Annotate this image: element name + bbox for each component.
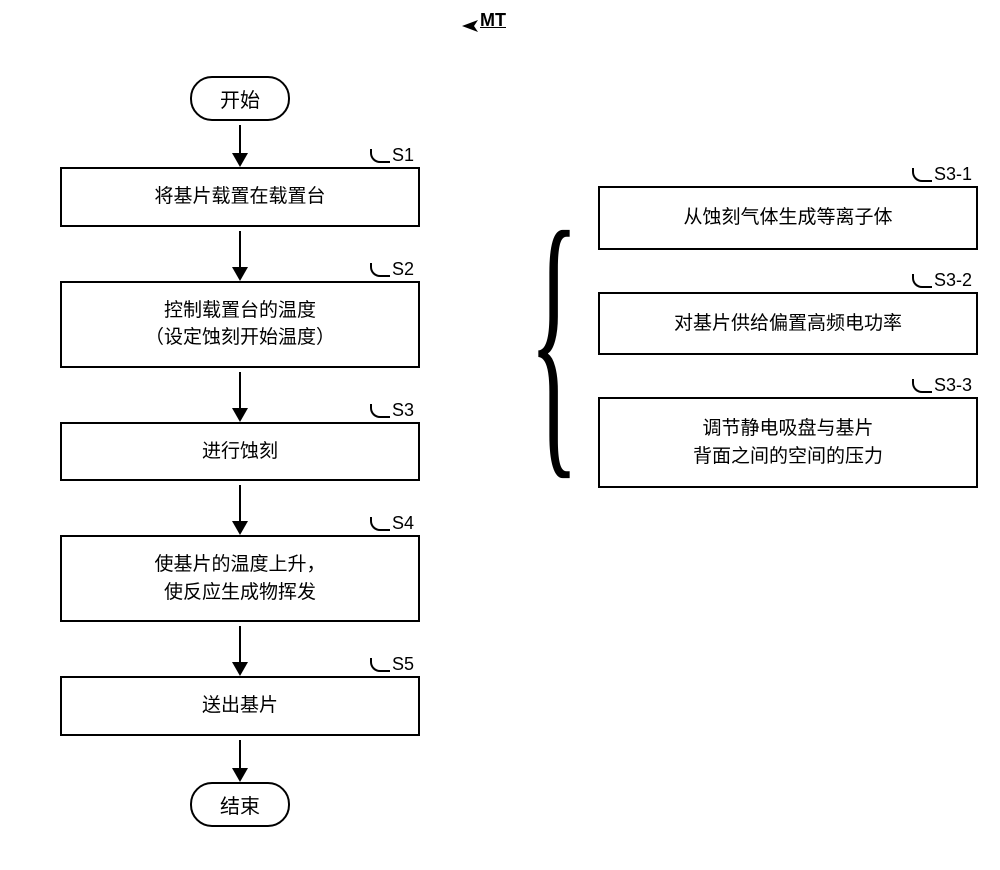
step-text: 送出基片 — [202, 695, 278, 716]
arrow-icon — [232, 626, 248, 676]
substep-group: { S3-1 从蚀刻气体生成等离子体 S3-2 对基片供给偏置高频电功率 S3-… — [510, 186, 978, 488]
step-id: S2 — [370, 259, 414, 280]
step-text: 将基片载置在载置台 — [154, 186, 325, 207]
step-text: 进行蚀刻 — [202, 441, 278, 462]
substep-s3-1: S3-1 从蚀刻气体生成等离子体 — [598, 186, 978, 250]
arrow-icon — [232, 740, 248, 782]
substeps: S3-1 从蚀刻气体生成等离子体 S3-2 对基片供给偏置高频电功率 S3-3 … — [598, 186, 978, 488]
end-label: 结束 — [220, 796, 260, 818]
start-label: 开始 — [220, 90, 260, 112]
step-id: S3-1 — [912, 164, 972, 185]
step-id: S1 — [370, 145, 414, 166]
arrow-icon — [232, 125, 248, 167]
step-s3: S3 进行蚀刻 — [60, 422, 420, 482]
step-id: S3-2 — [912, 270, 972, 291]
arrow-icon — [232, 485, 248, 535]
step-text: 对基片供给偏置高频电功率 — [674, 313, 902, 334]
step-id: S5 — [370, 654, 414, 675]
step-text: 从蚀刻气体生成等离子体 — [683, 207, 892, 228]
step-text: 调节静电吸盘与基片背面之间的空间的压力 — [693, 418, 883, 467]
arrow-icon — [232, 372, 248, 422]
step-s4: S4 使基片的温度上升，使反应生成物挥发 — [60, 535, 420, 622]
main-flow: 开始 S1 将基片载置在载置台 S2 控制载置台的温度（设定蚀刻开始温度） S3… — [60, 76, 420, 827]
mt-label: MT — [480, 10, 506, 31]
step-s2: S2 控制载置台的温度（设定蚀刻开始温度） — [60, 281, 420, 368]
arrow-icon — [232, 231, 248, 281]
arrow-left-icon — [462, 20, 480, 32]
substep-s3-3: S3-3 调节静电吸盘与基片背面之间的空间的压力 — [598, 397, 978, 488]
step-id: S4 — [370, 513, 414, 534]
substep-s3-2: S3-2 对基片供给偏置高频电功率 — [598, 292, 978, 356]
step-id: S3 — [370, 400, 414, 421]
step-text: 控制载置台的温度（设定蚀刻开始温度） — [145, 300, 335, 349]
start-terminator: 开始 — [190, 76, 290, 121]
mt-text: MT — [480, 10, 506, 30]
step-s5: S5 送出基片 — [60, 676, 420, 736]
step-id: S3-3 — [912, 375, 972, 396]
brace-icon: { — [529, 187, 579, 487]
end-terminator: 结束 — [190, 782, 290, 827]
step-s1: S1 将基片载置在载置台 — [60, 167, 420, 227]
diagram-container: 开始 S1 将基片载置在载置台 S2 控制载置台的温度（设定蚀刻开始温度） S3… — [20, 76, 980, 827]
step-text: 使基片的温度上升，使反应生成物挥发 — [154, 554, 325, 603]
